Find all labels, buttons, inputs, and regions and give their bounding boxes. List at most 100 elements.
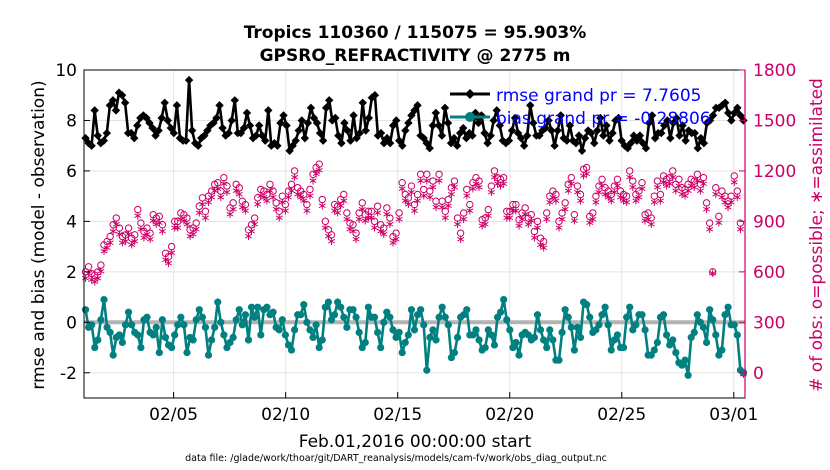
possible-obs-marker (647, 214, 655, 222)
possible-obs-marker (269, 187, 277, 195)
bias-point (281, 331, 289, 339)
assimilated-obs-marker: ∗ (449, 180, 459, 194)
rmse-point (349, 111, 358, 120)
possible-obs-marker (459, 209, 468, 217)
bias-point (377, 343, 385, 352)
assimilated-obs-marker: ∗ (247, 224, 257, 238)
bias-point (733, 331, 741, 339)
possible-obs-marker (730, 172, 738, 180)
possible-obs-marker (170, 217, 179, 226)
assimilated-obs-marker: ∗ (81, 271, 91, 285)
assimilated-obs-marker: ∗ (290, 170, 300, 184)
possible-obs-marker (392, 229, 400, 237)
possible-obs-marker (352, 229, 360, 237)
bias-point (312, 321, 320, 329)
rmse-point (681, 136, 690, 145)
rmse-point (428, 121, 437, 130)
assimilated-obs-marker: ∗ (333, 205, 343, 219)
assimilated-obs-marker: ∗ (366, 210, 376, 224)
bias-point (638, 311, 646, 319)
assimilated-obs-marker: ∗ (702, 202, 712, 216)
rmse-point (279, 111, 288, 120)
possible-obs-marker (395, 209, 403, 217)
axes: 02/05 02/10 02/15 02/20 02/25 03/01 -2 0 2 4 6 8 10 0… (55, 61, 796, 425)
possible-obs-marker (589, 209, 597, 217)
rmse-point (504, 136, 514, 145)
assimilated-obs-marker: ∗ (600, 187, 610, 201)
bias-point (290, 326, 299, 334)
assimilated-obs-marker: ∗ (326, 234, 336, 248)
bias-point (229, 333, 237, 342)
bias-point (124, 308, 133, 316)
legend-rmse-marker (465, 89, 475, 99)
possible-obs-marker (223, 182, 231, 190)
rmse-point (340, 118, 349, 128)
rmse-point (556, 111, 565, 120)
bias-point (659, 311, 668, 319)
assimilated-obs-marker: ∗ (622, 195, 632, 209)
possible-obs-marker (195, 202, 203, 210)
assimilated-obs-marker: ∗ (240, 204, 250, 218)
rmse-point (638, 138, 648, 148)
rmse-point (312, 118, 322, 128)
y-tick-label-right: 600 (753, 263, 785, 283)
assimilated-obs-marker: ∗ (222, 185, 232, 199)
assimilated-obs-marker: ∗ (207, 190, 217, 204)
rmse-point (297, 116, 306, 125)
assimilated-obs-marker: ∗ (139, 231, 149, 245)
bias-point (88, 321, 96, 329)
possible-obs-marker (653, 177, 662, 185)
assimilated-obs-marker: ∗ (330, 204, 340, 218)
possible-obs-marker (543, 209, 551, 217)
assimilated-obs-marker: ∗ (662, 178, 672, 192)
possible-obs-marker (121, 231, 130, 239)
assimilated-obs-marker: ∗ (102, 241, 112, 255)
legend-bias-label: bias grand pr = -0.28806 (496, 109, 711, 129)
possible-obs-marker (134, 205, 142, 214)
bias-point (619, 343, 628, 352)
x-tick-label: 02/25 (597, 405, 646, 425)
assimilated-obs-marker: ∗ (695, 183, 705, 197)
bias-point (161, 333, 170, 342)
assimilated-obs-marker: ∗ (271, 202, 281, 216)
x-tick-label: 02/15 (373, 405, 422, 425)
assimilated-obs-marker: ∗ (714, 215, 724, 229)
assimilated-obs-marker: ∗ (148, 214, 158, 228)
bias-point (669, 336, 677, 344)
assimilated-obs-marker: ∗ (480, 217, 490, 231)
rmse-point (285, 146, 294, 155)
possible-obs-marker (275, 207, 283, 215)
rmse-point (647, 111, 657, 120)
assimilated-obs-marker: ∗ (453, 217, 463, 231)
possible-obs-marker (450, 177, 459, 185)
possible-obs-marker (167, 242, 176, 251)
assimilated-obs-marker: ∗ (705, 222, 715, 236)
possible-obs-marker (109, 221, 117, 229)
rmse-point (385, 138, 395, 148)
rmse-point (586, 128, 596, 138)
bias-point (100, 296, 108, 304)
rmse-point (160, 98, 169, 107)
assimilated-obs-marker: ∗ (563, 183, 573, 197)
bias-point (152, 323, 160, 331)
bias-point (410, 326, 419, 334)
assimilated-obs-marker: ∗ (514, 219, 524, 233)
assimilated-obs-marker: ∗ (127, 237, 137, 251)
rmse-point (730, 108, 739, 118)
rmse-point (477, 111, 486, 120)
bias-point (426, 333, 434, 342)
rmse-point (443, 118, 453, 128)
bias-point (287, 346, 296, 354)
assimilated-obs-marker: ∗ (443, 199, 453, 213)
assimilated-obs-marker: ∗ (603, 190, 613, 204)
assimilated-obs-marker: ∗ (314, 163, 324, 177)
rmse-point (425, 144, 434, 153)
bias-point (515, 351, 523, 359)
bias-point (420, 321, 428, 329)
possible-obs-marker (309, 170, 317, 178)
rmse-point (626, 138, 635, 148)
assimilated-obs-marker: ∗ (111, 217, 121, 231)
assimilated-obs-marker: ∗ (489, 170, 499, 184)
bias-point (573, 323, 582, 331)
rmse-point (273, 141, 282, 150)
